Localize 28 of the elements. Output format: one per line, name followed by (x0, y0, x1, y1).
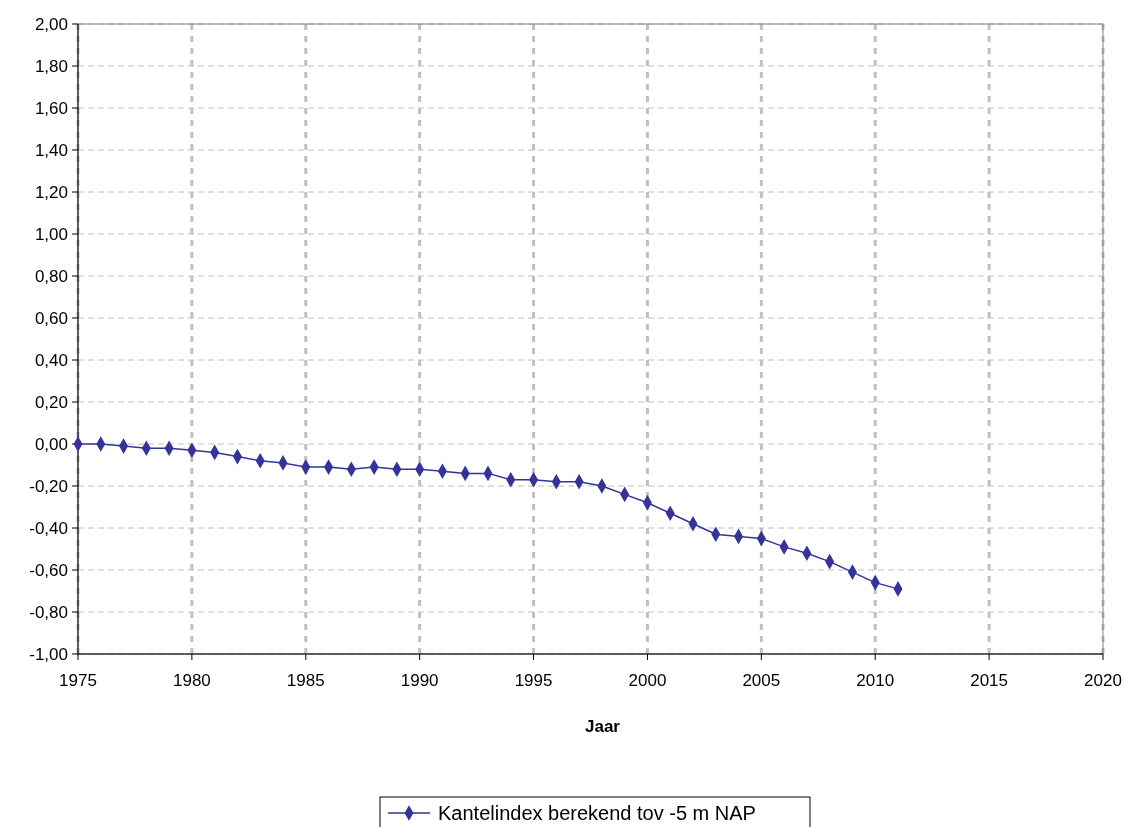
x-tick-label: 1975 (59, 671, 97, 690)
y-tick-label: 1,40 (34, 140, 68, 160)
y-tick-label: -0,40 (29, 518, 68, 538)
x-axis-title: Jaar (585, 717, 621, 736)
y-tick-label: 0,40 (34, 350, 68, 370)
y-tick-label: 2,00 (34, 14, 68, 34)
y-tick-label: 1,60 (34, 98, 68, 118)
y-tick-label: 0,60 (34, 308, 68, 328)
y-tick-label: 0,20 (34, 392, 68, 412)
y-tick-label: -0,80 (29, 602, 68, 622)
x-tick-label: 2000 (628, 671, 667, 690)
x-tick-label: 1985 (286, 671, 325, 690)
y-tick-label: -0,60 (29, 560, 68, 580)
y-tick-label: 0,80 (34, 266, 68, 286)
x-tick-label: 1995 (514, 671, 553, 690)
y-tick-label: 1,80 (34, 56, 68, 76)
legend-label: Kantelindex berekend tov -5 m NAP (438, 802, 756, 824)
x-tick-label: 1980 (172, 671, 211, 690)
y-tick-label: 1,20 (34, 182, 68, 202)
y-tick-label: -1,00 (29, 644, 68, 664)
y-tick-label: -0,20 (29, 476, 68, 496)
y-tick-label: 1,00 (34, 224, 68, 244)
x-tick-label: 2020 (1084, 671, 1122, 690)
x-tick-label: 2015 (970, 671, 1009, 690)
x-tick-label: 1990 (400, 671, 439, 690)
x-tick-label: 2005 (742, 671, 781, 690)
y-tick-label: 0,00 (34, 434, 68, 454)
x-tick-label: 2010 (856, 671, 895, 690)
